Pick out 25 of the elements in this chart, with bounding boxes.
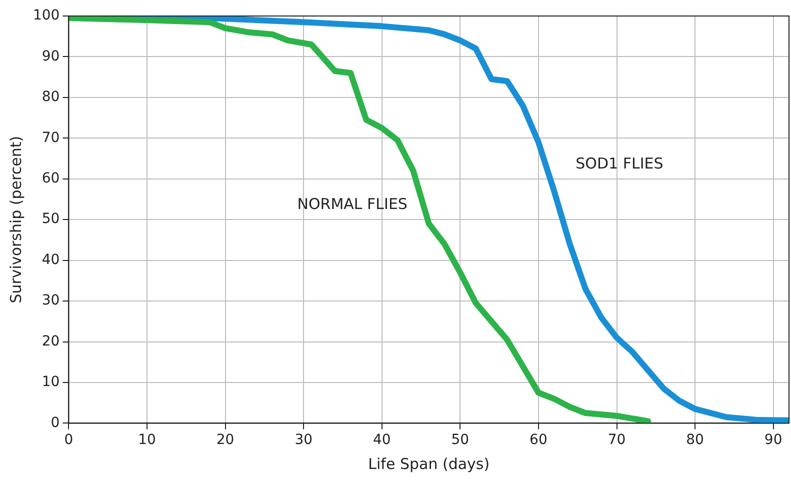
y-tick-label: 90	[42, 48, 60, 64]
y-axis-title: Survivorship (percent)	[6, 136, 25, 304]
series-label: NORMAL FLIES	[297, 195, 408, 214]
y-tick-label: 20	[42, 333, 60, 350]
x-tick-label: 80	[686, 432, 704, 448]
x-tick-label: 60	[530, 432, 548, 448]
x-tick-label: 90	[764, 432, 782, 448]
x-tick-label: 20	[216, 432, 234, 448]
y-tick-label: 40	[42, 252, 60, 268]
x-axis-title: Life Span (days)	[368, 454, 490, 473]
x-tick-label: 50	[451, 432, 470, 448]
y-tick-label: 30	[42, 292, 60, 309]
y-tick-label: 80	[42, 89, 60, 106]
series-label: SOD1 FLIES	[576, 154, 664, 173]
x-tick-label: 30	[294, 432, 313, 448]
y-tick-label: 10	[42, 374, 60, 390]
x-tick-label: 40	[372, 432, 391, 448]
y-tick-label: 60	[42, 170, 60, 187]
x-tick-label: 0	[64, 432, 74, 448]
x-tick-label: 70	[608, 432, 626, 448]
y-tick-label: 0	[50, 414, 60, 431]
y-tick-label: 100	[32, 8, 60, 24]
y-tick-label: 50	[42, 211, 60, 228]
y-tick-label: 70	[42, 130, 60, 146]
x-tick-label: 10	[138, 432, 156, 448]
